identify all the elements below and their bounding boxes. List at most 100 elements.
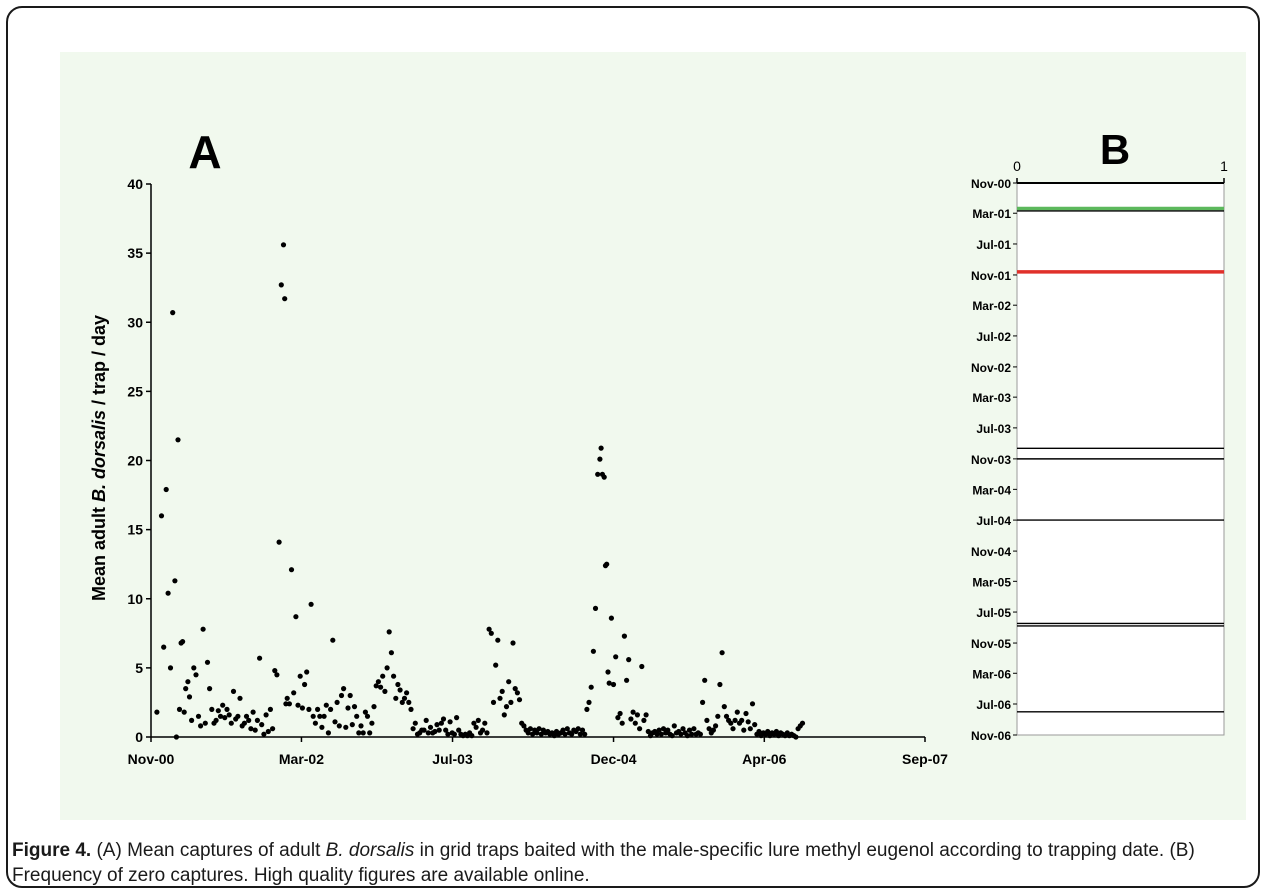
data-point [569,731,575,737]
data-point [338,692,345,699]
data-point [497,695,503,701]
data-point [399,699,405,706]
data-point [436,727,442,733]
data-point [475,717,481,724]
data-point [615,715,621,721]
data-point [619,720,625,726]
data-point [202,720,208,726]
data-point [488,630,494,636]
data-point [499,688,505,695]
data-point [295,702,301,708]
data-point [158,513,165,519]
data-point [252,727,258,733]
data-point [741,727,747,733]
data-point [538,731,544,737]
data-point [220,702,226,708]
data-point [765,728,771,735]
data-point [579,727,586,733]
data-point [665,727,671,733]
panel-b-lines [1017,206,1224,713]
data-point [562,731,568,737]
panel-a-points [154,242,806,740]
data-point [183,686,189,692]
data-point [209,706,215,713]
data-point [710,727,717,733]
data-point [180,639,186,645]
data-point [243,713,250,719]
data-point [624,677,630,683]
data-point [200,626,206,632]
data-point [204,659,211,665]
x-tick-label: Nov-00 [128,751,175,767]
data-point [454,715,460,721]
data-point [395,681,401,688]
data-point [181,709,187,715]
data-point [645,728,651,735]
b-y-tick-label: Nov-01 [971,269,1011,283]
data-point [325,730,331,736]
data-point [345,705,351,711]
data-point [391,673,397,679]
data-point [697,731,704,737]
data-point [274,672,280,678]
data-point [512,686,518,692]
data-point [217,713,224,719]
data-point [371,704,377,710]
panel-b-y-ticks: Nov-00 Mar-01 Jul-01 Nov-01 Mar-02 Jul-02 Nov-… [971,177,1017,743]
data-point [380,673,386,679]
data-point [575,726,581,732]
data-point [334,699,340,706]
data-point [516,697,523,703]
data-point [364,713,371,719]
data-point [375,679,381,685]
data-point [306,706,312,713]
data-point [564,726,570,732]
data-point [721,704,727,710]
data-point [749,701,756,707]
b-y-tick-label: Mar-02 [972,299,1011,313]
data-point [167,665,174,671]
data-point [172,578,178,584]
data-point [384,665,390,671]
data-point [480,727,486,733]
data-point [373,683,379,689]
data-point [410,726,416,732]
data-point [717,681,723,688]
b-y-tick-label: Jul-03 [976,422,1011,436]
data-point [369,720,375,726]
data-point [276,539,282,545]
data-point [719,650,725,656]
b-y-tick-label: Nov-02 [971,361,1011,375]
data-point [598,445,604,451]
data-point [560,727,566,733]
data-point [713,723,719,729]
data-point [336,723,342,729]
data-point [440,716,447,722]
data-point [308,601,314,607]
data-point [213,717,219,724]
data-point [756,728,762,735]
x-tick-label: Mar-02 [279,751,324,767]
data-point [222,715,228,721]
b-y-tick-label: Nov-03 [971,453,1011,467]
data-point [605,669,611,675]
data-point [715,713,721,719]
data-point [534,730,540,736]
b-y-tick-label: Mar-05 [972,575,1011,589]
caption-label: Figure 4. [12,840,92,861]
data-point [495,637,501,643]
data-point [601,474,607,480]
data-point [237,695,243,701]
data-point [302,681,308,688]
data-point [412,720,418,726]
figure-caption: Figure 4. (A) Mean captures of adult B. … [12,838,1252,888]
data-point [799,720,806,726]
y-tick-label: 25 [127,383,143,399]
data-point [284,695,290,701]
data-point [680,726,686,732]
data-point [660,726,667,732]
y-tick-label: 15 [127,522,143,538]
data-point [423,717,429,724]
data-point [267,706,273,713]
